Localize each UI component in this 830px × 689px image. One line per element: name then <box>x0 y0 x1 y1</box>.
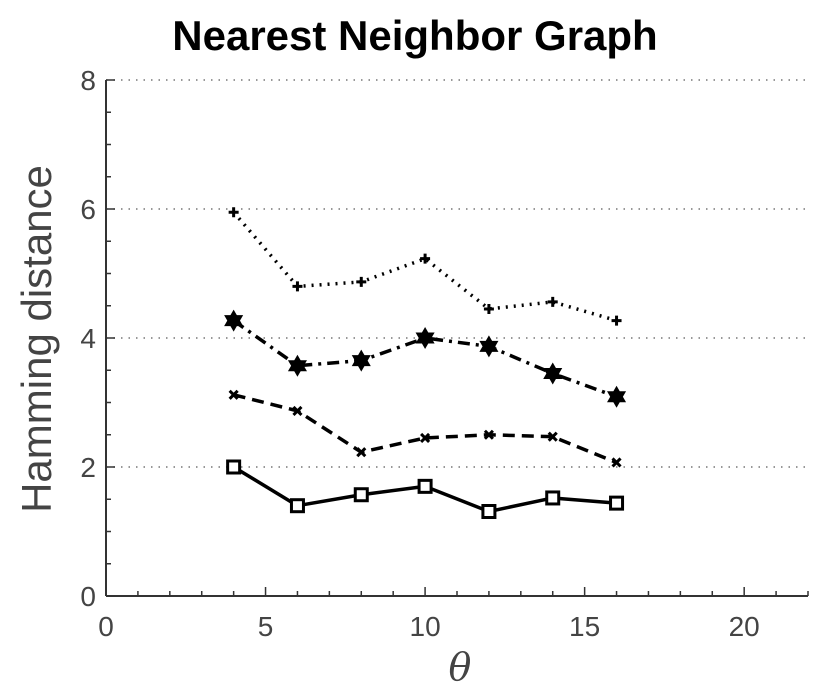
series-4-point-6 <box>289 498 305 514</box>
series-3-point-4 <box>228 389 239 400</box>
series-3-point-6 <box>292 405 303 416</box>
x-tick-label-10: 10 <box>410 611 441 642</box>
series-1-point-12 <box>483 303 494 314</box>
series-2-point-10 <box>415 327 435 349</box>
x-tick-label-5: 5 <box>258 611 274 642</box>
series-1-point-10 <box>420 253 431 264</box>
series-3-point-12 <box>483 429 494 440</box>
x-tick-label-20: 20 <box>729 611 760 642</box>
series-2-point-14 <box>543 362 563 385</box>
series-2-point-12 <box>479 335 499 358</box>
series-4-point-10 <box>417 478 433 494</box>
series-4-point-8 <box>353 487 369 503</box>
y-tick-label-8: 8 <box>80 65 96 96</box>
series-1-point-8 <box>356 276 367 287</box>
series-3-point-16 <box>611 457 622 468</box>
series-1-point-6 <box>292 281 303 292</box>
x-axis-label: θ <box>448 645 472 689</box>
y-tick-label-6: 6 <box>80 194 96 225</box>
series-4-point-12 <box>481 504 497 520</box>
series-1-point-14 <box>547 296 558 307</box>
series-1-point-4 <box>228 207 239 218</box>
series-1-line <box>232 211 618 323</box>
series-2-point-6 <box>287 354 307 377</box>
series-1-point-16 <box>611 315 622 326</box>
y-tick-label-2: 2 <box>80 452 96 483</box>
series-3-point-10 <box>420 432 431 444</box>
y-tick-label-4: 4 <box>80 323 96 354</box>
series-3-line <box>233 393 618 465</box>
series-4-point-16 <box>609 495 625 511</box>
series-4-point-14 <box>545 490 561 506</box>
y-tick-label-0: 0 <box>80 581 96 612</box>
series-4-point-4 <box>226 459 242 475</box>
x-tick-label-15: 15 <box>569 611 600 642</box>
series-2-point-16 <box>607 385 627 408</box>
series-3-point-14 <box>547 431 558 442</box>
series-3-point-8 <box>356 447 367 458</box>
series-2-point-8 <box>351 349 371 372</box>
x-tick-label-0: 0 <box>98 611 114 642</box>
chart-title: Nearest Neighbor Graph <box>172 12 658 59</box>
series-2-point-4 <box>224 309 244 332</box>
